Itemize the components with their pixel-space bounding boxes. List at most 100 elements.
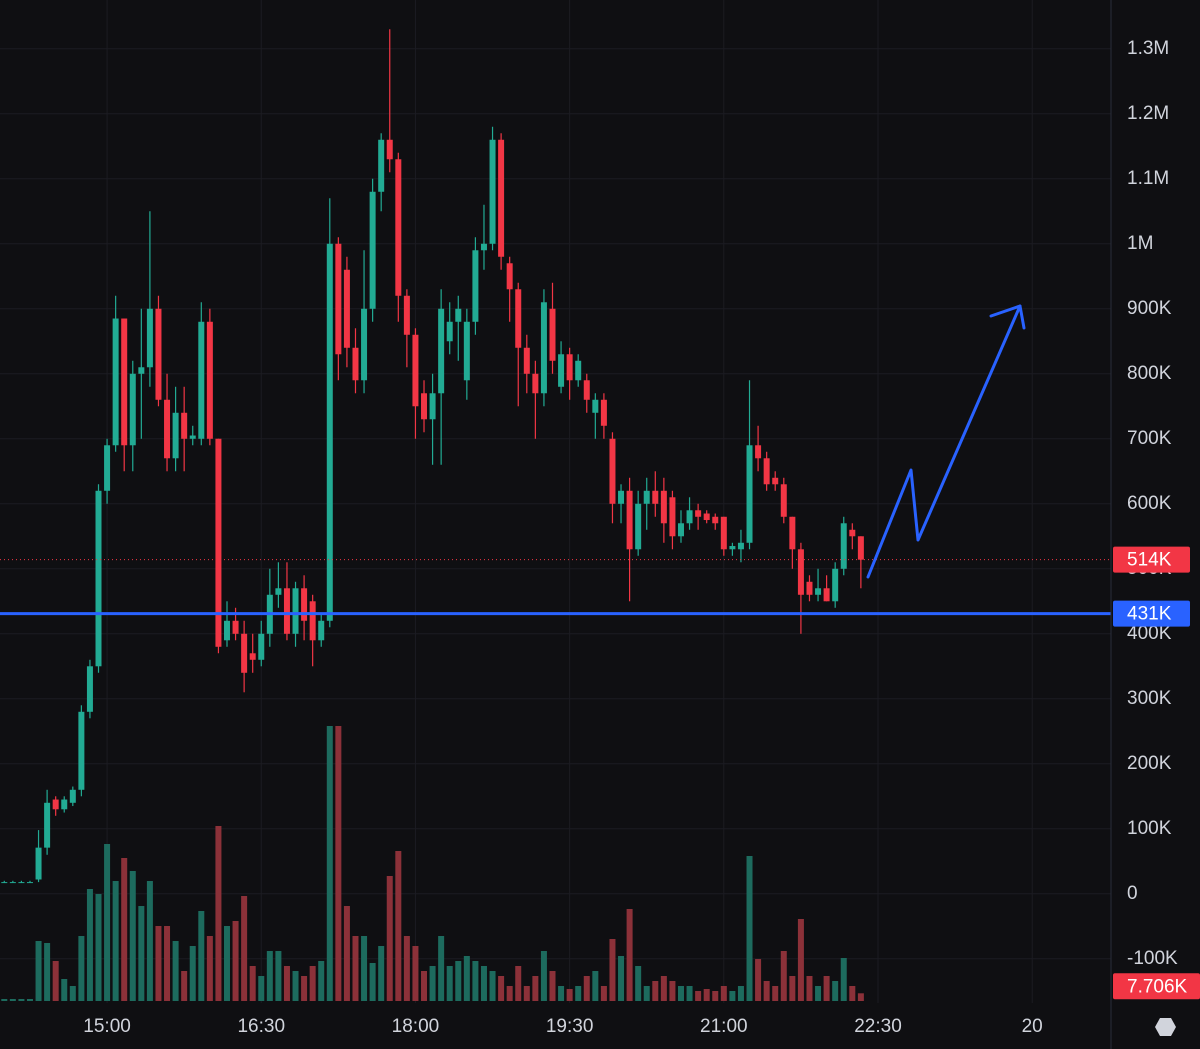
candle-body xyxy=(138,367,145,374)
volume-bar xyxy=(9,999,16,1001)
volume-bar xyxy=(592,971,599,1001)
candle-body xyxy=(275,588,282,595)
volume-bar xyxy=(18,999,25,1001)
volume-bar xyxy=(266,951,273,1001)
volume-bar xyxy=(849,986,856,1001)
settings-icon[interactable] xyxy=(1155,1018,1176,1036)
x-tick-label: 18:00 xyxy=(392,1016,440,1037)
candle-body xyxy=(780,484,787,517)
y-tick-label: 100K xyxy=(1127,818,1172,839)
candle-body xyxy=(720,516,727,550)
candle-body xyxy=(635,503,642,550)
volume-bar xyxy=(832,981,839,1001)
candle-body xyxy=(592,399,599,413)
volume-bar xyxy=(378,946,385,1001)
candle-body xyxy=(575,360,582,381)
candle-body xyxy=(9,882,16,884)
volume-bar xyxy=(1,999,8,1001)
candle-body xyxy=(129,373,136,446)
candle-body xyxy=(532,373,539,394)
volume-bar xyxy=(686,986,693,1001)
candle-body xyxy=(609,438,616,504)
volume-bar xyxy=(677,986,684,1001)
candle-body xyxy=(343,269,350,348)
volume-bar xyxy=(532,976,539,1001)
volume-layer xyxy=(1,726,864,1001)
volume-bar xyxy=(772,986,779,1001)
volume-bar xyxy=(206,936,213,1001)
volume-bar xyxy=(618,956,625,1001)
volume-bar xyxy=(26,999,33,1001)
volume-bar xyxy=(712,991,719,1001)
candle-body xyxy=(686,510,693,524)
volume-bar xyxy=(797,919,804,1001)
candle-body xyxy=(703,513,710,521)
candle-body xyxy=(438,308,445,394)
volume-bar xyxy=(292,971,299,1001)
volume-bar xyxy=(421,971,428,1001)
volume-bar xyxy=(669,981,676,1001)
candle-body xyxy=(326,243,333,621)
y-tick-label: 400K xyxy=(1127,623,1172,644)
volume-bar xyxy=(515,966,522,1001)
volume-bar xyxy=(823,976,830,1001)
volume-bar xyxy=(326,726,333,1001)
candle-body xyxy=(181,412,188,439)
volume-bar xyxy=(429,966,436,1001)
axis-layer: -100K0100K200K300K400K500K600K700K800K90… xyxy=(83,38,1200,1037)
volume-bar xyxy=(352,936,359,1001)
last-volume-label: 7.706K xyxy=(1127,976,1188,997)
volume-bar xyxy=(86,889,93,1001)
y-tick-label: 700K xyxy=(1127,428,1172,449)
level-label: 431K xyxy=(1127,604,1172,625)
candle-body xyxy=(369,191,376,309)
candle-body xyxy=(652,490,659,504)
candle-body xyxy=(69,789,76,803)
candle-body xyxy=(172,412,179,459)
candle-body xyxy=(506,263,513,290)
volume-bar xyxy=(558,986,565,1001)
candle-body xyxy=(241,633,248,673)
candle-body xyxy=(352,347,359,381)
volume-bar xyxy=(652,981,659,1001)
volume-bar xyxy=(69,986,76,1001)
candle-body xyxy=(540,302,547,394)
candle-body xyxy=(857,536,864,560)
y-tick-label: -100K xyxy=(1127,948,1178,969)
volume-bar xyxy=(780,951,787,1001)
candle-body xyxy=(755,445,762,459)
volume-bar xyxy=(815,986,822,1001)
volume-bar xyxy=(129,871,136,1001)
volume-bar xyxy=(146,881,153,1001)
candle-body xyxy=(78,711,85,790)
candle-body xyxy=(86,666,93,712)
volume-bar xyxy=(789,976,796,1001)
volume-bar xyxy=(763,981,770,1001)
volume-bar xyxy=(438,936,445,1001)
volume-bar xyxy=(198,911,205,1001)
candle-body xyxy=(35,847,42,880)
volume-bar xyxy=(35,941,42,1001)
candle-body xyxy=(626,490,633,550)
arrow-head xyxy=(989,304,1026,330)
candle-body xyxy=(292,588,299,634)
candle-body xyxy=(660,490,667,524)
volume-bar xyxy=(506,986,513,1001)
candle-body xyxy=(463,321,470,381)
volume-bar xyxy=(549,971,556,1001)
volume-bar xyxy=(395,851,402,1001)
y-tick-label: 1.3M xyxy=(1127,38,1169,59)
candle-body xyxy=(52,799,59,810)
x-tick-label: 20 xyxy=(1022,1016,1043,1037)
candle-body xyxy=(1,882,8,884)
volume-bar xyxy=(181,971,188,1001)
volume-bar xyxy=(258,976,265,1001)
volume-bar xyxy=(600,986,607,1001)
x-tick-label: 16:30 xyxy=(237,1016,285,1037)
volume-bar xyxy=(463,956,470,1001)
candle-body xyxy=(301,588,308,621)
last-price-label: 514K xyxy=(1127,550,1172,571)
candle-body xyxy=(249,653,256,660)
candle-body xyxy=(26,882,33,884)
